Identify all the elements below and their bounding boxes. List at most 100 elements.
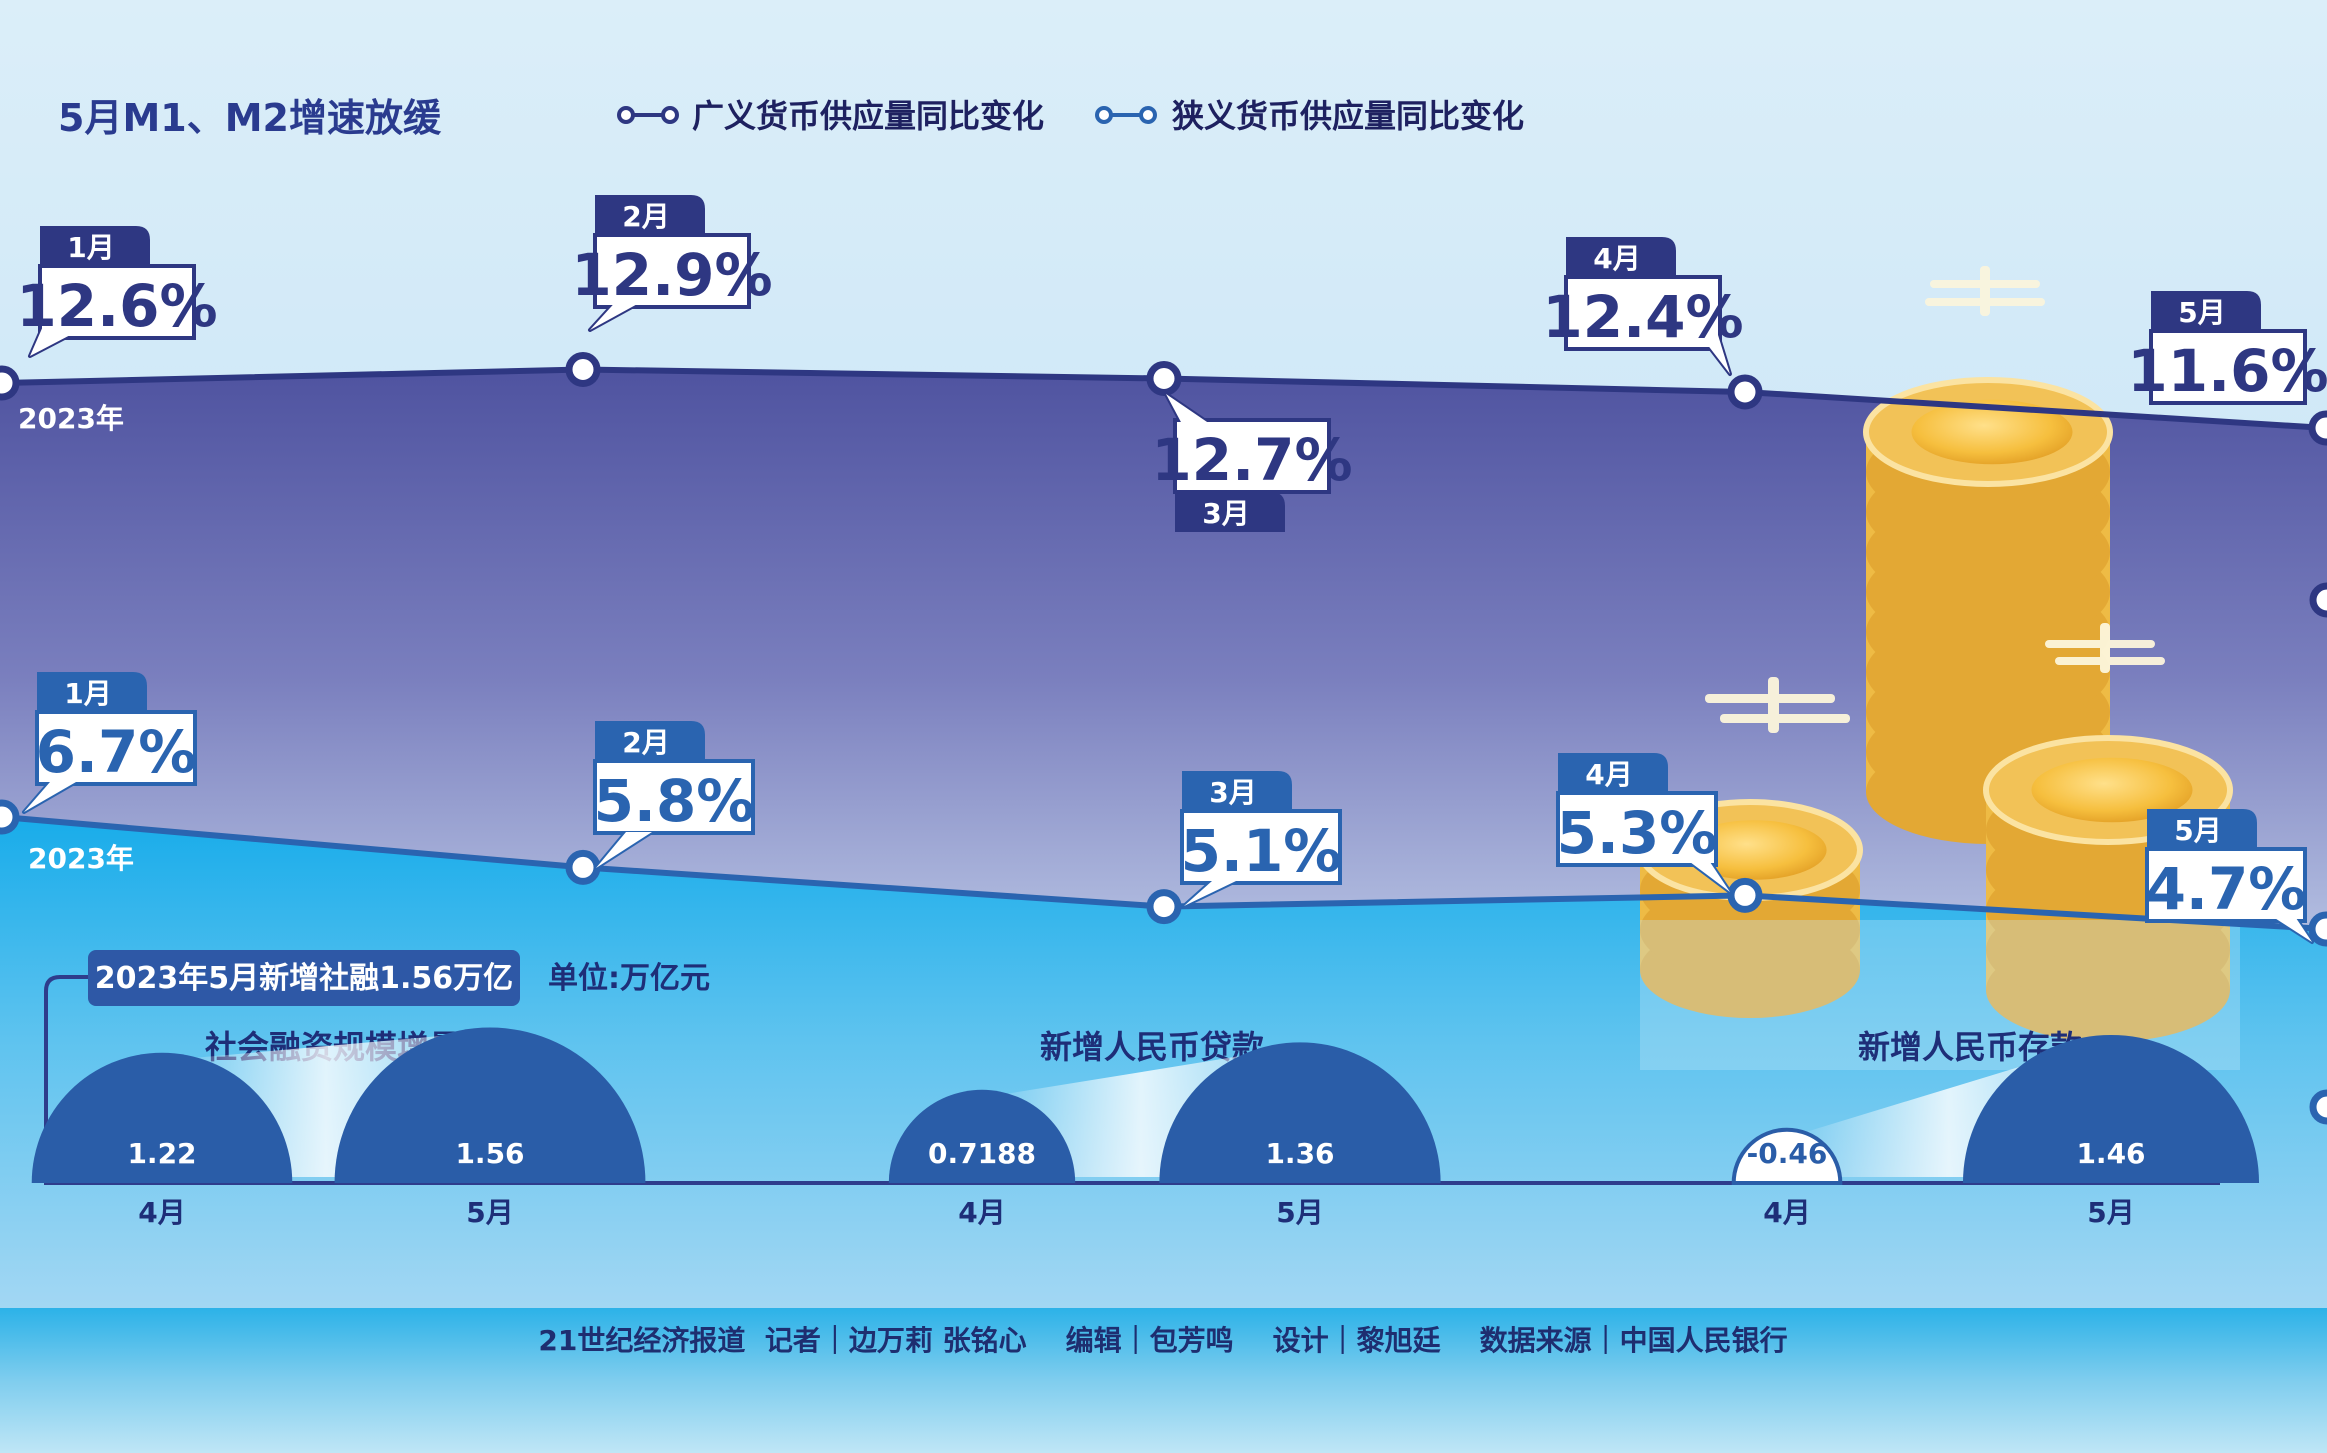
bar-bubble (1962, 1034, 2260, 1183)
callout-box (1556, 791, 1718, 867)
callout-box (1173, 418, 1331, 494)
bar-bubble (1731, 1127, 1843, 1185)
marker-edge (2309, 582, 2327, 618)
bar-bubble (31, 1052, 293, 1183)
bar-category: 4月 (958, 1196, 1005, 1229)
yuan-symbol-icon (2045, 623, 2165, 673)
value-label: 12.9% (571, 241, 772, 309)
value-label: 5.8% (594, 767, 755, 835)
month-tab (595, 721, 705, 761)
value-label: 5.1% (1181, 817, 1342, 885)
bar-category: 5月 (1276, 1196, 1323, 1229)
legend-m1: 狭义货币供应量同比变化 (1095, 97, 1524, 135)
year-label-m1: 2023年 (28, 842, 134, 875)
callout-box (1180, 809, 1342, 885)
value-label: 6.7% (36, 718, 197, 786)
panel-title: 2023年5月新增社融1.56万亿 (95, 961, 513, 996)
legend-marker-icon (1095, 106, 1113, 124)
month-tab (1558, 753, 1668, 793)
m1-callout: 3月 5.1% (1180, 771, 1342, 908)
month-tab (37, 672, 147, 712)
legend-label-m1: 狭义货币供应量同比变化 (1172, 97, 1524, 135)
m2-point (2308, 410, 2327, 446)
month-label: 5月 (2178, 296, 2225, 329)
month-label: 1月 (67, 231, 114, 264)
legend-m2: 广义货币供应量同比变化 (617, 97, 1044, 135)
m1-point (1146, 889, 1182, 925)
value-label: 4.7% (2146, 855, 2307, 923)
bar-category: 5月 (2087, 1196, 2134, 1229)
callout-box (1564, 275, 1722, 351)
month-tab (1566, 237, 1676, 277)
footer-band (0, 1308, 2327, 1453)
value-label: 12.7% (1151, 426, 1352, 494)
value-label: 12.6% (16, 272, 217, 340)
m2-point (0, 365, 20, 401)
month-tab (595, 195, 705, 235)
value-label: 12.4% (1542, 283, 1743, 351)
value-label: 5.3% (1557, 799, 1718, 867)
bar-value: 1.36 (1265, 1137, 1334, 1170)
legend-marker-icon (617, 106, 635, 124)
footer-credits: 21世纪经济报道 记者｜边万莉 张铭心 编辑｜包芳鸣 设计｜黎旭廷 数据来源｜中… (538, 1324, 1787, 1357)
month-label: 2月 (622, 726, 669, 759)
m2-point (1727, 374, 1763, 410)
month-tab (1175, 492, 1285, 532)
month-label: 3月 (1209, 776, 1256, 809)
yuan-symbol-icon (1705, 677, 1850, 733)
financing-panel: 2023年5月新增社融1.56万亿 单位:万亿元 (44, 950, 2220, 1185)
coin-stack-illustration (1637, 377, 2240, 1070)
month-label: 3月 (1202, 497, 1249, 530)
bar-value: 0.7188 (928, 1137, 1036, 1170)
chart-title: 5月M1、M2增速放缓 (58, 96, 442, 140)
panel-unit: 单位:万亿元 (548, 961, 710, 996)
month-label: 4月 (1585, 758, 1632, 791)
yuan-symbol-icon (1925, 266, 2045, 316)
m2-point (565, 352, 601, 387)
bar-bubble (888, 1089, 1076, 1183)
bar-bubble (334, 1027, 646, 1183)
callout-box (2149, 329, 2307, 405)
m1-point (0, 799, 20, 835)
marker-edge (2309, 1089, 2327, 1125)
bar-category: 4月 (138, 1196, 185, 1229)
value-label: 11.6% (2127, 337, 2327, 405)
month-tab (1182, 771, 1292, 811)
m2-callout: 4月 12.4% (1542, 237, 1744, 376)
month-label: 4月 (1593, 242, 1640, 275)
bar-bubble (1159, 1042, 1441, 1183)
legend-label-m2: 广义货币供应量同比变化 (692, 97, 1044, 135)
m1-callout: 2月 5.8% (593, 721, 755, 870)
m2-point (1146, 361, 1182, 396)
m1-callout: 1月 6.7% (22, 672, 197, 814)
m2-area (0, 369, 2327, 929)
m1-point (565, 849, 601, 885)
bar-value: -0.46 (1747, 1137, 1828, 1170)
bar-value: 1.56 (455, 1137, 524, 1170)
bar-category: 5月 (466, 1196, 513, 1229)
month-tab (40, 226, 150, 266)
month-tab (2147, 809, 2257, 849)
month-label: 1月 (64, 677, 111, 710)
bar-value: 1.46 (2076, 1137, 2145, 1170)
bar-category: 4月 (1763, 1196, 1810, 1229)
callout-box (35, 710, 197, 786)
bar-value: 1.22 (127, 1137, 196, 1170)
m2-callout: 1月 12.6% (16, 226, 218, 358)
year-label-m2: 2023年 (18, 402, 124, 435)
month-tab (2151, 291, 2261, 331)
m1-callout: 4月 5.3% (1556, 753, 1732, 894)
m1-point (1727, 877, 1763, 913)
month-label: 5月 (2174, 814, 2221, 847)
callout-box (2145, 847, 2307, 923)
m2-callout: 2月 12.9% (571, 195, 773, 332)
month-label: 2月 (622, 200, 669, 233)
callout-box (593, 759, 755, 835)
panel-title-badge (88, 950, 520, 1006)
m2-callout: 5月 11.6% (2127, 291, 2327, 405)
callout-box (593, 233, 751, 309)
m1-point (2308, 911, 2327, 947)
m1-callout: 5月 4.7% (2145, 809, 2314, 944)
